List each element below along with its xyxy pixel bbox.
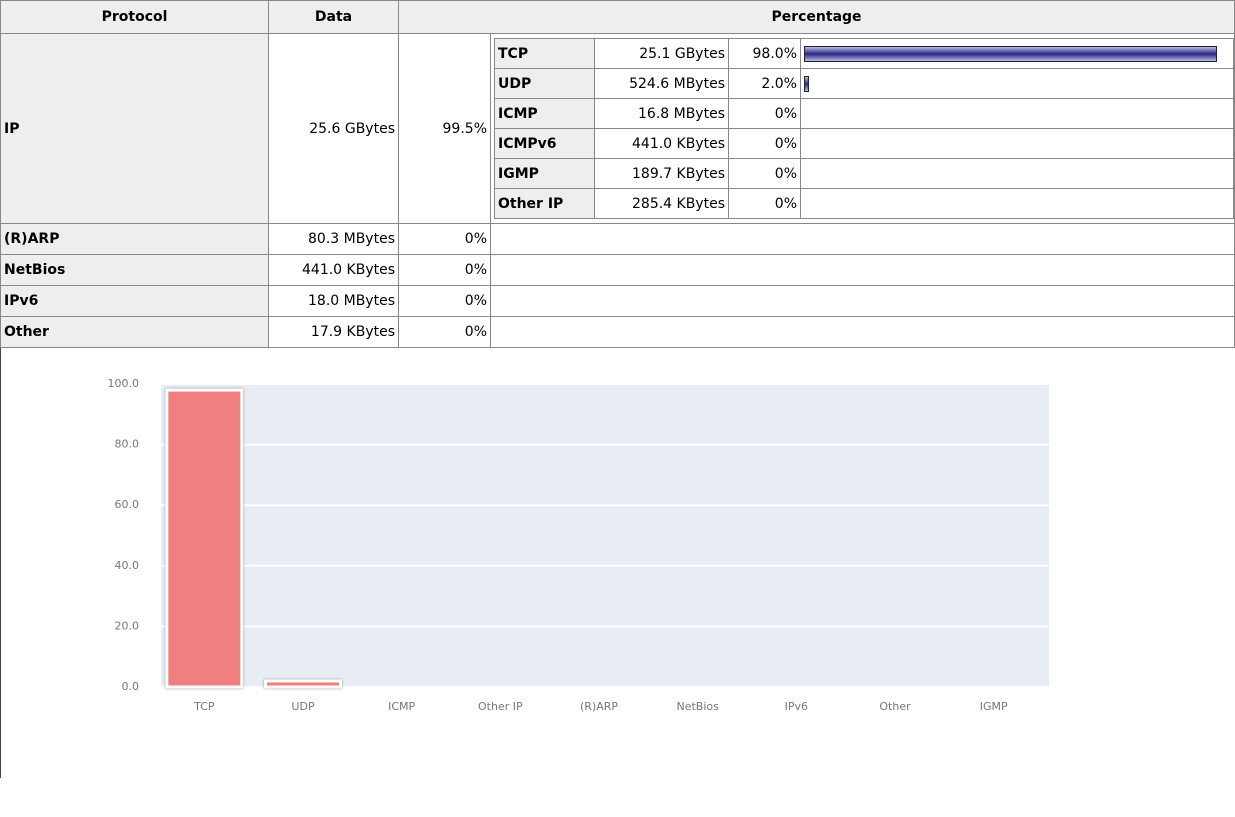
sub-row: Other IP 285.4 KBytes 0% bbox=[494, 188, 1234, 219]
x-tick-label: UDP bbox=[291, 700, 315, 713]
protocol: ICMPv6 bbox=[494, 128, 595, 159]
protocol: UDP bbox=[494, 68, 595, 99]
empty-cell bbox=[490, 223, 1235, 255]
percent: 0% bbox=[728, 188, 801, 219]
empty-cell bbox=[490, 316, 1235, 348]
bar-cell bbox=[800, 158, 1234, 189]
data: 189.7 KBytes bbox=[594, 158, 729, 189]
empty-cell bbox=[490, 254, 1235, 286]
percent: 0% bbox=[398, 254, 491, 286]
row: (R)ARP 80.3 MBytes 0% bbox=[0, 223, 1235, 255]
bar-cell bbox=[800, 188, 1234, 219]
data: 285.4 KBytes bbox=[594, 188, 729, 219]
percent: 0% bbox=[398, 223, 491, 255]
header: Data bbox=[268, 0, 399, 34]
bar-cell bbox=[800, 98, 1234, 129]
chart: 0.0 20.0 40.0 60.0 80.0 100.0 TCP UDP ICMP Other … bbox=[108, 377, 1049, 713]
row: Other 17.9 KBytes 0% bbox=[0, 316, 1235, 348]
chart-area: 0.0 20.0 40.0 60.0 80.0 100.0 TCP UDP ICMP Other … bbox=[0, 348, 1235, 778]
y-tick-label: 40.0 bbox=[115, 559, 140, 572]
data: 441.0 KBytes bbox=[594, 128, 729, 159]
data: 524.6 MBytes bbox=[594, 68, 729, 99]
percent-bar bbox=[804, 45, 1218, 62]
percent: 2.0% bbox=[728, 68, 801, 99]
protocol: NetBios bbox=[0, 254, 269, 286]
sub-row: IGMP 189.7 KBytes 0% bbox=[494, 158, 1234, 189]
x-tick-label: TCP bbox=[193, 700, 215, 713]
protocol: IPv6 bbox=[0, 285, 269, 317]
percent: 0% bbox=[398, 285, 491, 317]
data: 16.8 MBytes bbox=[594, 98, 729, 129]
row: NetBios 441.0 KBytes 0% bbox=[0, 254, 1235, 286]
bar-cell bbox=[800, 68, 1234, 99]
percent: 0% bbox=[398, 316, 491, 348]
sub-row: TCP 25.1 GBytes 98.0% bbox=[494, 38, 1234, 69]
percent: 0% bbox=[728, 158, 801, 189]
header: Protocol bbox=[0, 0, 269, 34]
data: 441.0 KBytes bbox=[268, 254, 399, 286]
y-tick-label: 0.0 bbox=[122, 680, 140, 693]
x-tick-label: (R)ARP bbox=[580, 700, 618, 713]
y-tick-label: 100.0 bbox=[108, 377, 140, 390]
protocol: IP bbox=[0, 33, 269, 224]
data: 25.1 GBytes bbox=[594, 38, 729, 69]
sub-cell: TCP 25.1 GBytes 98.0% UDP 524.6 MBytes 2.0% IC… bbox=[490, 33, 1235, 224]
data: 80.3 MBytes bbox=[268, 223, 399, 255]
protocol: ICMP bbox=[494, 98, 595, 129]
protocol: IGMP bbox=[494, 158, 595, 189]
x-tick-label: NetBios bbox=[676, 700, 719, 713]
data: 17.9 KBytes bbox=[268, 316, 399, 348]
x-tick-label: Other bbox=[879, 700, 911, 713]
y-tick-label: 60.0 bbox=[115, 498, 140, 511]
x-tick-label: IGMP bbox=[980, 700, 1008, 713]
percent-bar bbox=[804, 75, 809, 92]
percent: 0% bbox=[728, 128, 801, 159]
x-tick-label: IPv6 bbox=[785, 700, 808, 713]
percent: 0% bbox=[728, 98, 801, 129]
row: IPv6 18.0 MBytes 0% bbox=[0, 285, 1235, 317]
protocol: TCP bbox=[494, 38, 595, 69]
empty-cell bbox=[490, 285, 1235, 317]
percent: 98.0% bbox=[728, 38, 801, 69]
y-tick-label: 20.0 bbox=[115, 619, 140, 632]
protocol: Other bbox=[0, 316, 269, 348]
bar bbox=[264, 679, 342, 689]
protocol-table: Protocol Data Percentage IP 25.6 GBytes … bbox=[0, 0, 1235, 348]
bar-cell bbox=[800, 128, 1234, 159]
bar-cell bbox=[800, 38, 1234, 69]
protocol: Other IP bbox=[494, 188, 595, 219]
x-tick-label: Other IP bbox=[478, 700, 523, 713]
bar bbox=[165, 388, 244, 689]
sub-row: UDP 524.6 MBytes 2.0% bbox=[494, 68, 1234, 99]
protocol: (R)ARP bbox=[0, 223, 269, 255]
sub-row: ICMPv6 441.0 KBytes 0% bbox=[494, 128, 1234, 159]
x-tick-label: ICMP bbox=[388, 700, 415, 713]
y-tick-label: 80.0 bbox=[115, 438, 140, 451]
sub-row: ICMP 16.8 MBytes 0% bbox=[494, 98, 1234, 129]
plot-background bbox=[161, 384, 1049, 687]
sub-table: TCP 25.1 GBytes 98.0% UDP 524.6 MBytes 2.0% IC… bbox=[494, 38, 1234, 219]
data: 18.0 MBytes bbox=[268, 285, 399, 317]
header: Percentage bbox=[398, 0, 1235, 34]
percent: 99.5% bbox=[398, 33, 491, 224]
data: 25.6 GBytes bbox=[268, 33, 399, 224]
